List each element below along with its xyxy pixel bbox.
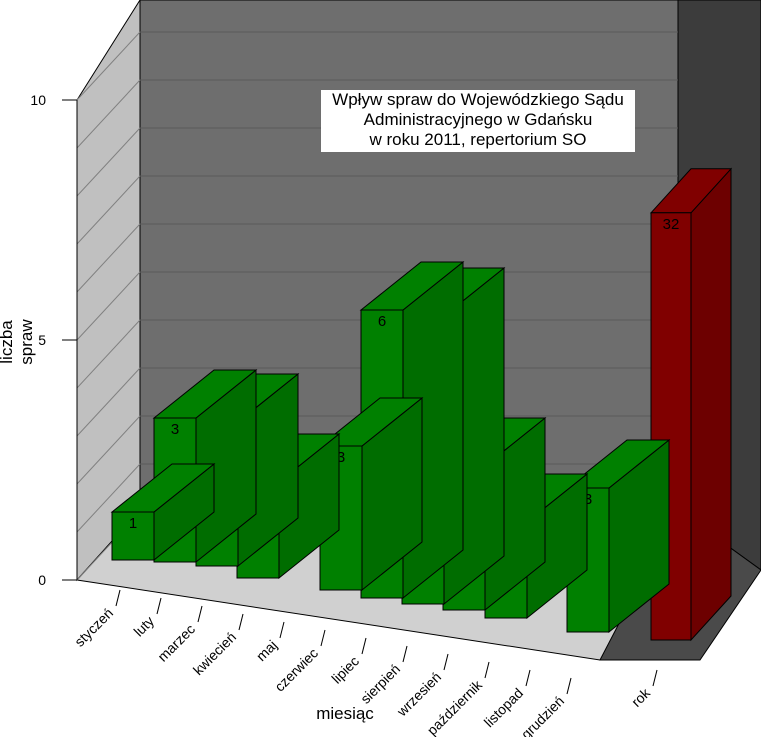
x-tick [361, 637, 367, 655]
x-tick [402, 645, 408, 663]
bar-side-rok [690, 167, 732, 642]
data-label-styczeń: 1 [129, 515, 137, 532]
y-tick-label: 5 [38, 332, 46, 348]
x-axis-label: miesiąc [316, 704, 374, 723]
x-tick-label-sierpień: sierpień [357, 661, 403, 707]
x-tick [652, 669, 658, 687]
gridline-side [76, 319, 141, 389]
x-tick [156, 597, 162, 615]
x-tick-label-marzec: marzec [154, 621, 198, 665]
x-tick [443, 653, 449, 671]
x-tick [279, 621, 285, 639]
chart-title-line-1: Wpływ spraw do Wojewódzkiego Sądu [332, 90, 624, 109]
chart-title-line-2: Administracyjnego w Gdańsku [363, 110, 593, 129]
x-tick-label-listopad: listopad [481, 685, 526, 730]
x-tick-label-lipiec: lipiec [328, 653, 362, 687]
x-tick [238, 613, 244, 631]
x-tick-label-wrzesień: wrzesień [393, 669, 444, 720]
bar-styczeń [111, 511, 155, 561]
x-tick-label-maj: maj [253, 637, 280, 664]
x-tick [484, 661, 490, 679]
x-tick-label-styczeń: styczeń [71, 605, 116, 650]
gridline-side [76, 31, 141, 101]
x-tick-label-rok: rok [628, 684, 654, 710]
y-tick-label: 10 [30, 92, 46, 108]
chart-title: Wpływ spraw do Wojewódzkiego Sądu Admini… [321, 90, 635, 152]
x-tick-label-luty: luty [130, 613, 157, 640]
x-tick [320, 629, 326, 647]
gridline-side [76, 223, 141, 293]
y-tick-label: 0 [38, 572, 46, 588]
x-tick [566, 677, 572, 695]
x-tick [525, 669, 531, 687]
x-tick-label-grudzień: grudzień [518, 693, 567, 737]
chart-title-line-3: w roku 2011, repertorium SO [369, 130, 587, 149]
gridline-side [76, 415, 141, 485]
gridline-side [76, 175, 141, 245]
data-label-lipiec: 6 [378, 313, 386, 330]
gridline-side [76, 271, 141, 341]
data-label-rok: 32 [663, 216, 680, 233]
y-axis-label: liczba spraw [0, 319, 36, 365]
side-wall [76, 0, 141, 582]
gridline-side [76, 463, 141, 533]
gridline-side [76, 79, 141, 149]
gridline-side [76, 367, 141, 437]
x-tick [197, 605, 203, 623]
data-label-luty: 3 [171, 421, 179, 438]
x-tick-label-czerwiec: czerwiec [271, 645, 321, 695]
x-tick-label-kwiecień: kwiecień [190, 629, 239, 678]
data-label-czerwiec: 3 [337, 449, 345, 466]
x-tick [115, 589, 121, 607]
gridline-side [76, 127, 141, 197]
data-label-grudzień: 3 [584, 491, 592, 508]
